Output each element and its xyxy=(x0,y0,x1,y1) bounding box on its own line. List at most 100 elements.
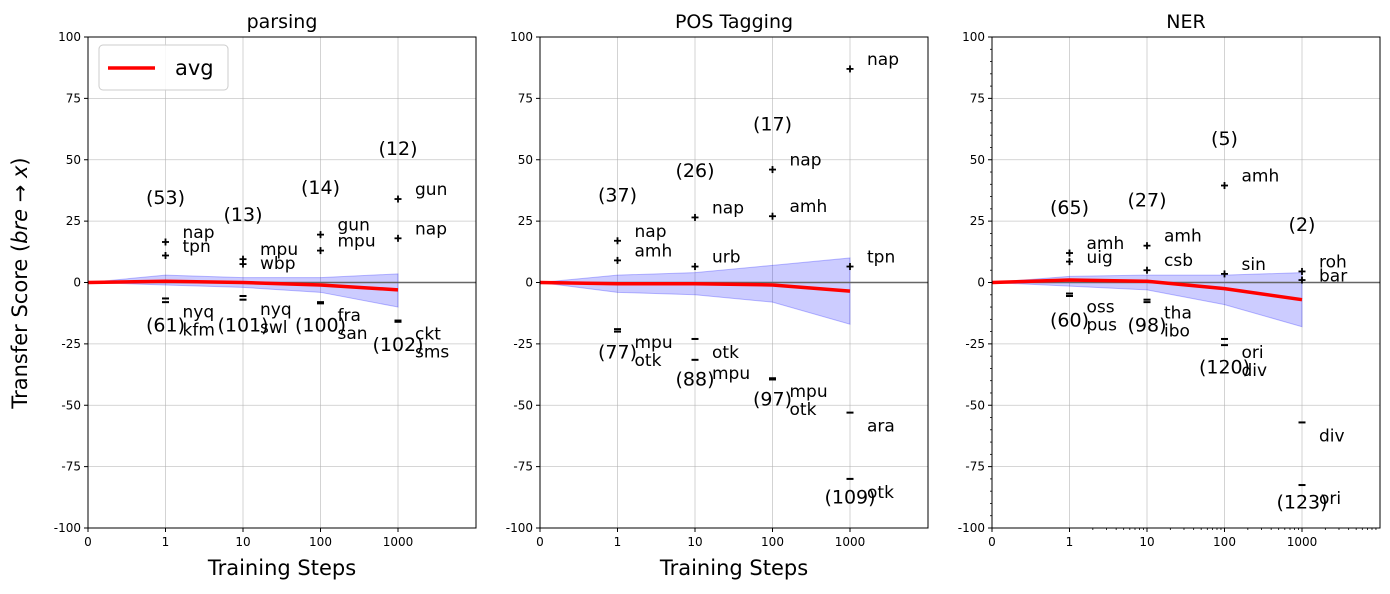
count-negative: (120) xyxy=(1199,356,1250,378)
data-point xyxy=(691,213,699,221)
y-tick-label: 50 xyxy=(66,153,81,167)
y-tick-label: 25 xyxy=(518,214,533,228)
y-tick-label: 0 xyxy=(73,276,81,290)
y-tick-label: -25 xyxy=(965,337,985,351)
count-negative: (77) xyxy=(598,342,637,364)
point-label: wbp xyxy=(260,254,296,274)
y-tick-label: -25 xyxy=(513,337,533,351)
x-tick-label: 10 xyxy=(1139,535,1154,549)
data-point xyxy=(769,212,776,220)
panel-1: parsingnaptpnnyqkfmmpuwbpnyqswlgunmpufra… xyxy=(54,11,477,580)
y-tick-label: 100 xyxy=(58,30,81,44)
point-label: uig xyxy=(1087,248,1113,268)
y-tick-label: -50 xyxy=(513,398,533,412)
count-positive: (37) xyxy=(598,184,637,206)
point-label: fra xyxy=(338,306,361,326)
y-axis-label-part: → xyxy=(8,178,32,209)
x-tick-label: 1 xyxy=(162,535,170,549)
point-label: csb xyxy=(1164,251,1193,271)
count-positive: (65) xyxy=(1050,197,1089,219)
y-tick-label: -100 xyxy=(958,521,985,535)
point-label: mpu xyxy=(635,333,673,353)
y-tick-label: 75 xyxy=(518,91,533,105)
point-label: amh xyxy=(1087,234,1125,254)
x-axis-label: Training Steps xyxy=(207,556,356,580)
data-point xyxy=(1221,270,1228,278)
y-tick-label: -50 xyxy=(61,398,81,412)
y-tick-label: -25 xyxy=(61,337,81,351)
point-label: sms xyxy=(415,343,449,363)
point-label: ara xyxy=(867,417,895,437)
point-label: gun xyxy=(415,180,447,200)
data-point xyxy=(1066,258,1073,266)
y-tick-label: 100 xyxy=(510,30,533,44)
point-label: otk xyxy=(635,351,662,371)
x-tick-label: 1000 xyxy=(835,535,866,549)
y-tick-label: 50 xyxy=(518,153,533,167)
legend: avg xyxy=(98,44,229,91)
panel-title: NER xyxy=(1166,11,1205,33)
point-label: nyq xyxy=(260,300,292,320)
data-point xyxy=(1143,266,1151,274)
y-tick-label: 0 xyxy=(977,276,985,290)
legend-label: avg xyxy=(175,56,214,80)
y-axis-label-part: ) xyxy=(8,157,32,165)
point-label: nap xyxy=(712,198,744,218)
data-point xyxy=(769,166,776,174)
data-point xyxy=(317,231,324,239)
count-negative: (61) xyxy=(146,315,185,337)
y-tick-label: 75 xyxy=(66,91,81,105)
data-point xyxy=(846,65,854,73)
point-label: mpu xyxy=(790,382,828,402)
x-tick-label: 0 xyxy=(536,535,544,549)
point-label: amh xyxy=(635,241,673,261)
data-point xyxy=(691,263,699,271)
point-label: swl xyxy=(260,318,287,338)
point-label: pus xyxy=(1087,316,1118,336)
point-label: san xyxy=(338,324,368,344)
y-tick-label: -50 xyxy=(965,398,985,412)
point-label: div xyxy=(1319,426,1345,446)
count-negative: (60) xyxy=(1050,310,1089,332)
x-tick-label: 100 xyxy=(1213,535,1236,549)
point-label: nap xyxy=(790,151,822,171)
point-label: nyq xyxy=(183,302,215,322)
point-label: amh xyxy=(1242,167,1280,187)
y-tick-label: 25 xyxy=(970,214,985,228)
data-point xyxy=(394,195,402,203)
y-tick-label: 100 xyxy=(962,30,985,44)
panel-title: parsing xyxy=(247,11,318,33)
panel-2: POS Taggingnapamhmpuotknapurbotkmpunapam… xyxy=(506,11,929,580)
point-label: nap xyxy=(635,222,667,242)
data-point xyxy=(1298,276,1306,284)
count-positive: (12) xyxy=(378,138,417,160)
y-tick-label: 50 xyxy=(970,153,985,167)
point-label: mpu xyxy=(260,240,298,260)
data-point xyxy=(162,238,169,246)
data-point xyxy=(1143,242,1151,250)
y-tick-label: -75 xyxy=(965,460,985,474)
y-tick-label: -75 xyxy=(61,460,81,474)
point-label: gun xyxy=(338,216,370,236)
count-positive: (27) xyxy=(1127,189,1166,211)
point-label: sin xyxy=(1242,255,1266,275)
data-point xyxy=(1066,249,1073,257)
data-point xyxy=(394,234,402,242)
avg-line xyxy=(87,279,399,292)
count-negative: (88) xyxy=(675,369,714,391)
data-point xyxy=(1221,182,1228,190)
point-label: tpn xyxy=(867,248,895,268)
data-point xyxy=(239,260,247,268)
count-negative: (123) xyxy=(1276,491,1327,513)
y-axis-label-part: x xyxy=(8,165,32,179)
count-negative: (102) xyxy=(372,334,423,356)
count-positive: (26) xyxy=(675,160,714,182)
count-negative: (97) xyxy=(753,388,792,410)
x-tick-label: 10 xyxy=(235,535,250,549)
x-tick-label: 1 xyxy=(1066,535,1074,549)
point-label: urb xyxy=(712,248,741,268)
y-tick-label: 75 xyxy=(970,91,985,105)
count-positive: (17) xyxy=(753,113,792,135)
count-positive: (5) xyxy=(1211,128,1238,150)
